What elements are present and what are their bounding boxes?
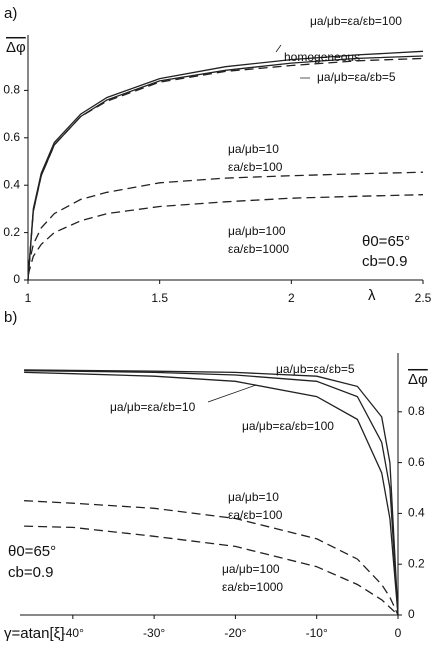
series-label: μa/μb=εa/εb=10: [110, 400, 196, 414]
series-line: [27, 55, 424, 281]
series-line: [27, 194, 424, 276]
series-line: [24, 370, 399, 616]
series-label: μa/μb=εa/εb=5: [317, 70, 396, 84]
series-label: μa/μb=εa/εb=100: [242, 419, 334, 433]
series-label: μa/μb=εa/εb=100: [310, 14, 402, 28]
y-axis-label: Δφ: [6, 39, 26, 56]
series-label: εa/εb=100: [228, 160, 283, 174]
series-line: [24, 369, 399, 616]
x-axis-label: γ=atan[ξ]: [4, 625, 65, 642]
x-tick-label: -10°: [306, 626, 328, 640]
y-tick-label: 0: [408, 607, 415, 621]
x-tick-label: 2: [288, 291, 295, 305]
x-tick-label: 0: [395, 626, 402, 640]
x-axis-label: λ: [368, 287, 376, 304]
series-label: homogeneous: [284, 50, 360, 64]
y-tick-label: 0.4: [408, 506, 425, 520]
annotation: θ0=65°: [362, 233, 410, 250]
series-label: μa/μb=10: [228, 142, 279, 156]
x-tick-label: -20°: [224, 626, 246, 640]
series-label: εa/εb=100: [228, 508, 283, 522]
x-tick-label: 2.5: [415, 291, 432, 305]
series-line: [27, 171, 424, 269]
y-tick-label: 0.2: [3, 225, 20, 239]
y-tick-label: 0.2: [408, 556, 425, 570]
series-line: [24, 500, 399, 616]
series-label: μa/μb=10: [228, 490, 279, 504]
y-tick-label: 0.6: [3, 130, 20, 144]
y-tick-label: 0.6: [408, 455, 425, 469]
leader-line: [207, 384, 257, 403]
x-tick-label: 1: [25, 291, 32, 305]
panel-label: b): [4, 309, 17, 326]
annotation: cb=0.9: [362, 253, 407, 270]
series-label: μa/μb=100: [222, 562, 280, 576]
y-tick-label: 0.8: [3, 83, 20, 97]
x-tick-label: -40°: [62, 626, 84, 640]
annotation: θ0=65°: [8, 543, 56, 560]
y-axis-label: Δφ: [408, 371, 428, 388]
x-tick-label: 1.5: [151, 291, 168, 305]
panel-label: a): [4, 5, 17, 22]
series-label: εa/εb=1000: [222, 580, 283, 594]
series-label: εa/εb=1000: [228, 242, 289, 256]
series-label: μa/μb=100: [228, 224, 286, 238]
y-tick-label: 0.8: [408, 404, 425, 418]
annotation: cb=0.9: [8, 564, 53, 581]
x-tick-label: -30°: [143, 626, 165, 640]
series-line: [24, 371, 399, 616]
series-line: [24, 525, 399, 616]
series-label: μa/μb=εa/εb=5: [276, 362, 355, 376]
leader-line: [275, 44, 282, 53]
y-tick-label: 0: [13, 272, 20, 286]
y-tick-label: 0.4: [3, 177, 20, 191]
